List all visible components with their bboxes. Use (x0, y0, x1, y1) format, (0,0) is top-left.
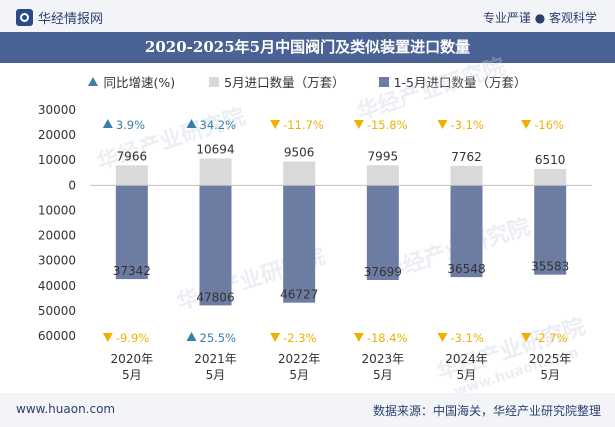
growth-label-ytd: 25.5% (200, 331, 237, 345)
y-tick-label: 50000 (38, 304, 76, 318)
growth-label-may: -3.1% (451, 118, 484, 132)
legend-label-ytd: 1-5月进口数量（万套） (393, 75, 527, 90)
triangle-down-icon (270, 333, 281, 342)
triangle-down-icon (270, 120, 281, 129)
brand-logo-icon (16, 9, 33, 26)
bar-may (283, 161, 316, 186)
legend-item-ytd: 1-5月进口数量（万套） (378, 72, 527, 91)
data-label-may: 7762 (451, 150, 482, 164)
triangle-up-icon (186, 119, 197, 128)
legend: 同比增速(%) 5月进口数量（万套） 1-5月进口数量（万套） (0, 72, 615, 91)
watermark-layer: 华经产业研究院华经产业研究院华经产业研究院华经产业研究院华经产业研究院www.h… (94, 53, 589, 399)
growth-label-ytd: -3.1% (451, 331, 484, 345)
y-tick-label: 20000 (38, 128, 76, 142)
axis-layer: 30000 20000 10000 0 10000 20000 30000 40000 5000… (38, 103, 592, 382)
legend-item-may: 5月进口数量（万套） (209, 72, 345, 91)
y-tick-label: 30000 (38, 103, 76, 117)
growth-label-ytd: -2.3% (283, 331, 316, 345)
bar-may (115, 165, 148, 186)
triangle-down-icon (102, 333, 113, 342)
watermark-text: 华经产业研究院 (354, 53, 509, 125)
bar-may (450, 165, 483, 186)
data-label-ytd: 46727 (280, 288, 318, 302)
bar-ytd (115, 185, 148, 280)
x-tick-label: 2022年 5月 (278, 352, 321, 382)
bar-may (366, 165, 399, 186)
labels-layer: 7966 37342 3.9% -9.9% 10694 47806 34.2% 25.5% 95… (102, 118, 569, 345)
y-tick-label: 40000 (38, 279, 76, 293)
triangle-down-icon (437, 333, 448, 342)
growth-label-may: -16% (534, 118, 564, 132)
y-tick-label: 60000 (38, 329, 76, 343)
bar-ytd (366, 185, 399, 280)
bar-ytd (283, 185, 316, 303)
y-tick-label: 20000 (38, 229, 76, 243)
data-label-ytd: 35583 (531, 260, 569, 274)
x-tick-label: 2024年 5月 (445, 352, 488, 382)
y-tick-label: 10000 (38, 203, 76, 217)
triangle-down-icon (521, 120, 532, 129)
bar-ytd (534, 185, 567, 275)
data-label-may: 7966 (117, 149, 148, 163)
triangle-down-icon (353, 333, 364, 342)
footer-bar: www.huaon.com 数据来源：中国海关，华经产业研究院整理 (0, 393, 615, 427)
legend-label-may: 5月进口数量（万套） (224, 75, 345, 90)
data-label-ytd: 37342 (113, 264, 151, 278)
chart-title: 2020-2025年5月中国阀门及类似装置进口数量 (0, 32, 615, 63)
growth-label-ytd: -9.9% (116, 331, 149, 345)
triangle-up-icon (88, 77, 99, 86)
data-label-may: 6510 (535, 153, 566, 167)
y-tick-label: 10000 (38, 153, 76, 167)
triangle-up-icon (186, 332, 197, 341)
tagline: 专业严谨 ● 客观科学 (482, 11, 597, 25)
y-tick-label: 0 (68, 178, 76, 192)
bar-ytd (450, 185, 483, 278)
bar-may (199, 158, 232, 186)
x-tick-label: 2023年 5月 (362, 352, 405, 382)
x-tick-label: 2021年 5月 (194, 352, 237, 382)
y-tick-label: 30000 (38, 254, 76, 268)
triangle-up-icon (102, 119, 113, 128)
data-label-may: 7995 (368, 149, 399, 163)
growth-label-ytd: -18.4% (367, 331, 408, 345)
triangle-down-icon (521, 333, 532, 342)
bar-ytd (199, 185, 232, 306)
growth-label-may: -15.8% (367, 118, 408, 132)
data-label-ytd: 47806 (196, 290, 234, 304)
top-bar: 华经情报网 专业严谨 ● 客观科学 (0, 0, 615, 32)
brand-name: 华经情报网 (38, 12, 104, 27)
triangle-down-icon (437, 120, 448, 129)
x-tick-label: 2025年 5月 (529, 352, 572, 382)
bar-may (534, 168, 567, 186)
legend-swatch-ytd (378, 76, 389, 87)
growth-label-may: -11.7% (283, 118, 324, 132)
brand[interactable]: 华经情报网 (16, 8, 103, 27)
legend-swatch-may (209, 76, 220, 87)
data-label-may: 10694 (196, 142, 234, 156)
growth-label-may: 34.2% (200, 118, 237, 132)
legend-item-growth: 同比增速(%) (88, 72, 175, 91)
legend-label-growth: 同比增速(%) (103, 75, 176, 90)
data-label-ytd: 36548 (447, 262, 485, 276)
growth-label-ytd: -2.7% (534, 331, 567, 345)
data-label-may: 9506 (284, 145, 315, 159)
triangle-down-icon (353, 120, 364, 129)
bars-layer (115, 158, 567, 306)
growth-label-may: 3.9% (116, 118, 145, 132)
footer-source: 数据来源：中国海关，华经产业研究院整理 (372, 404, 601, 418)
data-label-ytd: 37699 (364, 265, 402, 279)
x-tick-label: 2020年 5月 (111, 352, 154, 382)
footer-url[interactable]: www.huaon.com (16, 402, 116, 416)
